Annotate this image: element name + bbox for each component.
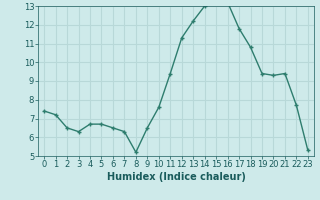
X-axis label: Humidex (Indice chaleur): Humidex (Indice chaleur) <box>107 172 245 182</box>
